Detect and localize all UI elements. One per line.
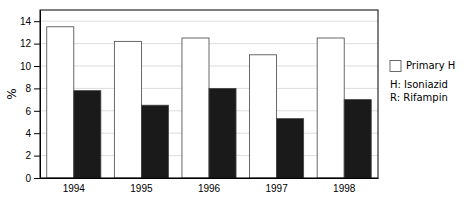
x-tick-label: 1997 [265, 183, 288, 194]
y-tick-mark [34, 88, 40, 89]
y-tick-label: 0 [25, 173, 31, 184]
x-tick: 1994 [63, 183, 86, 194]
y-tick-mark [34, 178, 40, 179]
x-tick-label: 1994 [63, 183, 86, 194]
chart: 1994 1995 1996 1997 1998 0 2 4 6 8 10 12 14% Primary … [0, 0, 474, 200]
bars [47, 27, 371, 178]
y-tick-label: 10 [20, 61, 32, 72]
plot: 1994 1995 1996 1997 1998 0 2 4 6 8 10 12 14 [20, 10, 379, 194]
y-tick-label: 14 [20, 16, 32, 27]
plot-frame [40, 10, 378, 178]
y-tick: 2 [25, 150, 40, 161]
y-tick-label: 8 [25, 83, 31, 94]
bar [182, 38, 209, 178]
y-tick-label: 6 [25, 106, 31, 117]
y-tick-mark [34, 156, 40, 157]
y-tick: 4 [25, 128, 40, 139]
y-tick: 6 [25, 106, 40, 117]
x-tick-label: 1995 [130, 183, 153, 194]
x-axis: 1994 1995 1996 1997 1998 [41, 179, 379, 195]
y-tick: 10 [20, 61, 40, 72]
legend: Primary H H: IsoniazidR: Rifampin [390, 60, 455, 103]
y-tick-label: 2 [25, 150, 31, 161]
x-tick-label: 1996 [198, 183, 221, 194]
bar [277, 119, 304, 178]
y-tick-mark [34, 133, 40, 134]
bar [209, 88, 236, 178]
bar-series [74, 88, 371, 178]
bar [344, 100, 371, 178]
x-tick: 1998 [333, 183, 356, 194]
x-tick: 1995 [130, 183, 153, 194]
x-tick-label: 1998 [333, 183, 356, 194]
y-tick: 8 [25, 83, 40, 94]
bar-series [47, 27, 344, 178]
y-tick: 0 [25, 173, 40, 184]
y-axis-title: % [5, 88, 19, 99]
y-tick-mark [34, 21, 40, 22]
y-tick: 12 [20, 38, 40, 49]
legend-label: Primary H [406, 60, 455, 71]
bar [250, 55, 277, 178]
y-tick-label: 12 [20, 38, 32, 49]
y-tick-label: 4 [25, 128, 31, 139]
grid [40, 21, 378, 178]
x-tick: 1996 [198, 183, 221, 194]
bar [74, 91, 101, 178]
grid-line [40, 21, 378, 22]
bar [317, 38, 344, 178]
y-tick-mark [34, 66, 40, 67]
annotation: H: IsoniazidR: Rifampin [390, 79, 448, 103]
y-axis: 0 2 4 6 8 10 12 14 [20, 11, 41, 184]
bar [47, 27, 74, 178]
y-tick-mark [34, 111, 40, 112]
y-axis-line [40, 11, 41, 179]
bar [114, 41, 141, 178]
y-tick: 14 [20, 16, 40, 27]
bar [141, 105, 168, 178]
y-tick-mark [34, 44, 40, 45]
x-axis-line [41, 178, 379, 179]
x-tick: 1997 [265, 183, 288, 194]
legend-swatch [390, 60, 401, 71]
